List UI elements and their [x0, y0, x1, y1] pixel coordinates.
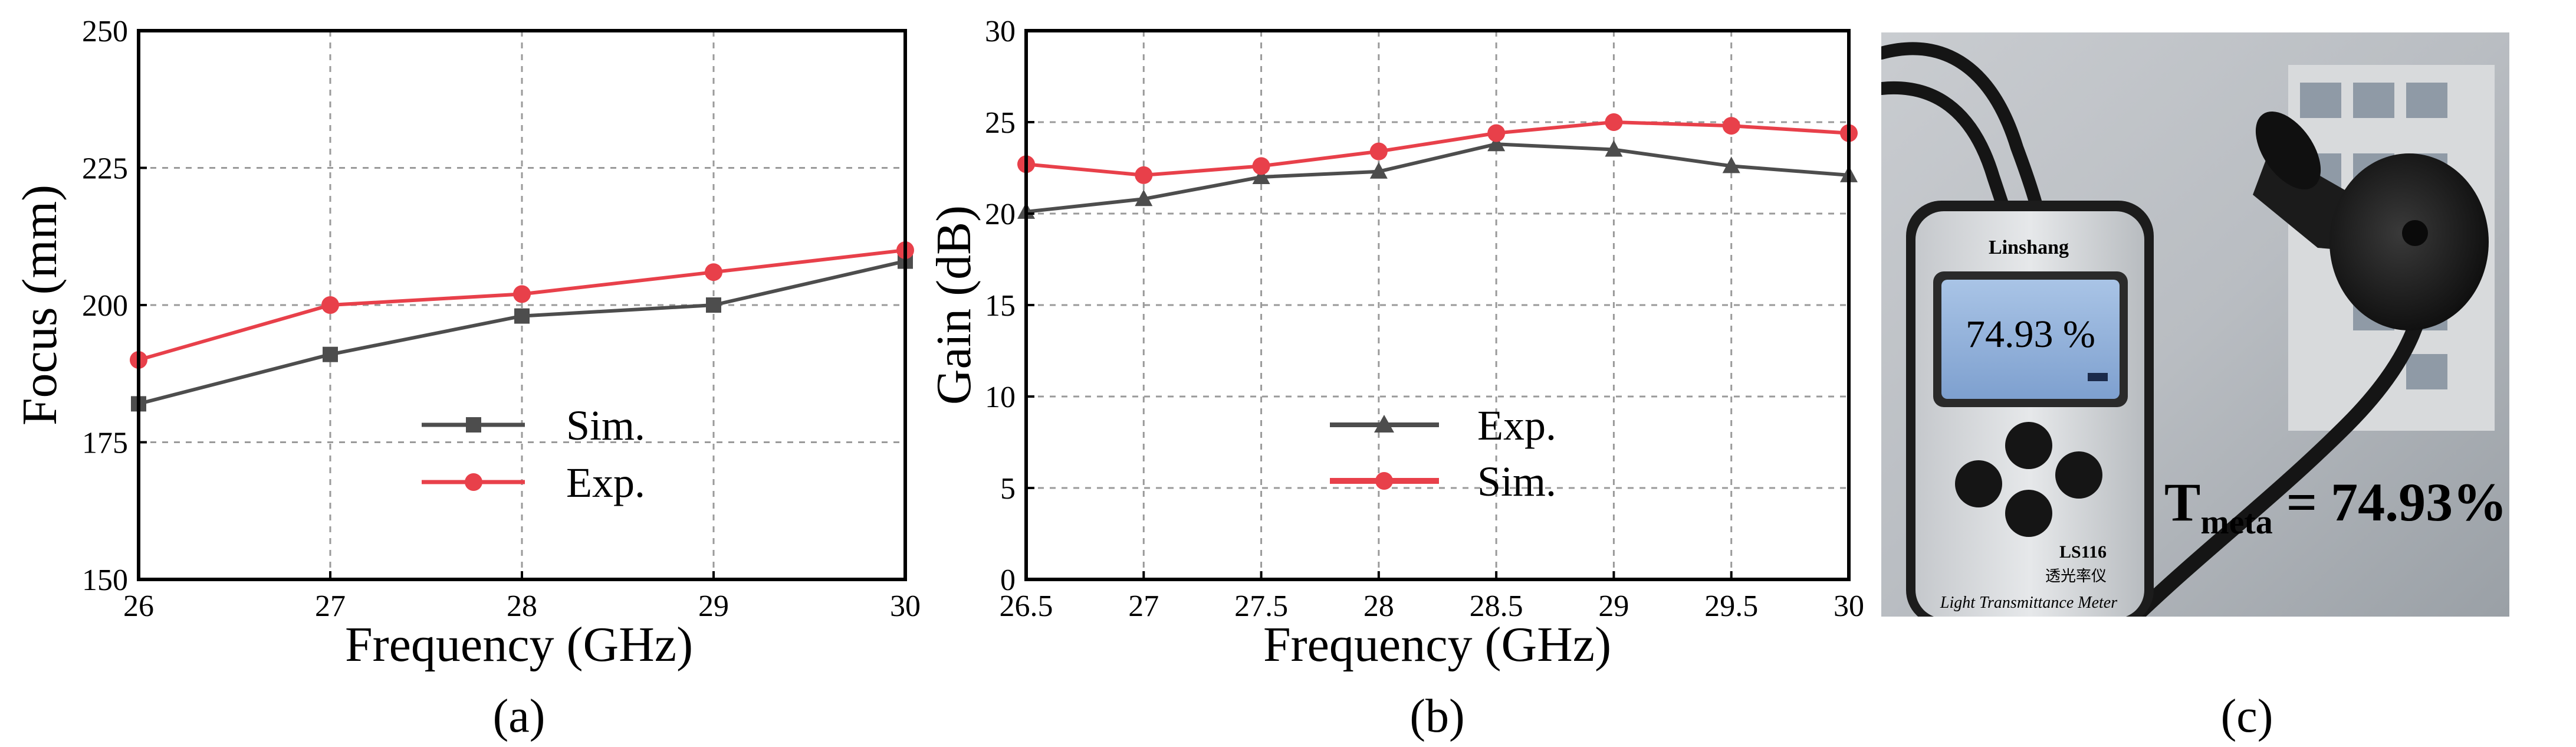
chart-a-y-tick-label: 200: [82, 289, 128, 323]
chart-b-point-sim: [1252, 157, 1270, 175]
chart-b-ticks: [1025, 30, 1850, 581]
chart-a-y-axis-title: Focus (mm): [12, 185, 67, 425]
meter-model: LS116: [2059, 542, 2107, 562]
chart-b-y-tick-label: 10: [985, 381, 1016, 414]
meter-brand: Linshang: [1989, 237, 2069, 258]
legend-a-sim-marker: [466, 417, 481, 433]
legend-b-exp-label: Exp.: [1477, 402, 1556, 449]
chart-a-point-sim: [706, 297, 721, 313]
legend-b-sim-label: Sim.: [1477, 458, 1556, 505]
chart-a-x-tick-label: 30: [890, 589, 921, 623]
chart-b-x-tick-label: 27.5: [1234, 589, 1288, 623]
chart-a-y-tick-label: 250: [82, 15, 128, 48]
overlay-symbol: T: [2164, 472, 2200, 532]
meter-subtitle: 透光率仪: [2045, 568, 2107, 585]
chart-b-point-exp: [1135, 189, 1153, 207]
chart-a-x-tick-label: 27: [315, 589, 346, 623]
chart-a-gridlines: [139, 31, 905, 579]
chart-b-x-tick-label: 29: [1598, 589, 1629, 623]
chart-a-legend: Sim. Exp.: [422, 402, 645, 506]
chart-a-x-tick-label: 28: [507, 589, 537, 623]
chart-b-y-tick-label: 30: [985, 15, 1016, 48]
panel-c-photo: Linshang 74.93 % LS116 透光率仪 Light Transm…: [1881, 32, 2509, 617]
chart-b-point-sim: [1369, 142, 1388, 160]
photo-probe: [2253, 112, 2489, 330]
chart-a-x-tick-label: 26: [123, 589, 154, 623]
meter-button-up: [2005, 422, 2052, 469]
meter-name: Light Transmittance Meter: [1940, 594, 2117, 612]
legend-b-exp-marker: [1374, 415, 1394, 433]
legend-b-sim-marker: [1375, 472, 1393, 490]
chart-a-x-tick-labels: 26 27 28 29 30: [123, 589, 921, 623]
meter-display-reading: 74.93 %: [1966, 313, 2095, 356]
chart-b-series: [1017, 113, 1858, 219]
chart-b-x-axis-title: Frequency (GHz): [1263, 617, 1611, 672]
chart-b-x-tick-label: 28.5: [1470, 589, 1523, 623]
panel-a-label: (a): [493, 690, 546, 742]
chart-b-point-sim: [1722, 117, 1740, 135]
chart-b-series-exp-line: [1026, 142, 1849, 214]
chart-a-point-exp: [321, 296, 339, 314]
panel-b-gain-chart: 26.5 27 27.5 28 28.5 29 29.5 30 0 5 10 15 20 25 30 Fr…: [926, 15, 1864, 742]
chart-b-y-tick-labels: 0 5 10 15 20 25 30: [985, 15, 1016, 597]
chart-b-point-sim: [1605, 113, 1623, 131]
chart-b-x-tick-label: 28: [1363, 589, 1394, 623]
chart-b-point-exp: [1252, 168, 1270, 184]
chart-a-y-tick-label: 175: [82, 427, 128, 460]
meter-button-down: [2005, 490, 2052, 537]
chart-b-x-tick-labels: 26.5 27 27.5 28 28.5 29 29.5 30: [1000, 589, 1865, 623]
chart-a-ticks: [137, 30, 906, 581]
chart-b-x-tick-label: 26.5: [1000, 589, 1053, 623]
chart-a-y-tick-labels: 150 175 200 225 250: [82, 15, 128, 597]
chart-b-legend: Exp. Sim.: [1330, 402, 1556, 505]
overlay-subscript: meta: [2200, 503, 2272, 541]
chart-b-y-tick-label: 0: [1000, 563, 1016, 597]
chart-a-point-exp: [513, 285, 531, 303]
meter-button-right: [2055, 451, 2102, 499]
chart-b-y-tick-label: 20: [985, 198, 1016, 231]
chart-b-gridlines: [1026, 31, 1849, 579]
panel-c-label: (c): [2221, 690, 2273, 742]
legend-a-sim-label: Sim.: [566, 402, 645, 449]
chart-b-y-axis-title: Gain (dB): [926, 205, 981, 405]
chart-a-y-tick-label: 225: [82, 152, 128, 186]
transmittance-overlay: Tmeta = 74.93%: [2164, 472, 2507, 541]
chart-b-point-sim: [1487, 124, 1506, 142]
chart-b-point-exp: [1487, 135, 1506, 152]
chart-a-x-axis-title: Frequency (GHz): [345, 617, 693, 672]
chart-a-x-tick-label: 29: [698, 589, 729, 623]
chart-b-point-sim: [1135, 166, 1153, 184]
chart-b-y-tick-label: 25: [985, 106, 1016, 140]
panel-a-focus-chart: 26 27 28 29 30 150 175 200 225 250 Frequency (GH…: [12, 15, 921, 742]
chart-b-point-exp: [1722, 156, 1740, 173]
chart-a-point-exp: [705, 263, 722, 281]
legend-a-exp-label: Exp.: [566, 459, 645, 506]
photo-meter: Linshang 74.93 % LS116 透光率仪 Light Transm…: [1906, 201, 2154, 617]
chart-b-y-tick-label: 15: [985, 289, 1016, 323]
chart-a-point-sim: [323, 346, 338, 362]
chart-b-x-tick-label: 29.5: [1704, 589, 1758, 623]
chart-a-point-sim: [514, 308, 530, 324]
chart-b-point-exp: [1605, 140, 1623, 157]
meter-screen: [1941, 280, 2120, 399]
overlay-value: = 74.93%: [2273, 472, 2507, 532]
chart-b-point-exp: [1369, 162, 1388, 179]
panel-b-label: (b): [1409, 690, 1464, 742]
meter-button-left: [1955, 460, 2002, 507]
legend-a-exp-marker: [465, 473, 482, 491]
chart-a-y-tick-label: 150: [82, 563, 128, 597]
chart-b-x-tick-label: 27: [1128, 589, 1159, 623]
chart-b-series-sim-line: [1026, 120, 1849, 177]
chart-b-x-tick-label: 30: [1834, 589, 1864, 623]
chart-b-y-tick-label: 5: [1000, 472, 1016, 506]
